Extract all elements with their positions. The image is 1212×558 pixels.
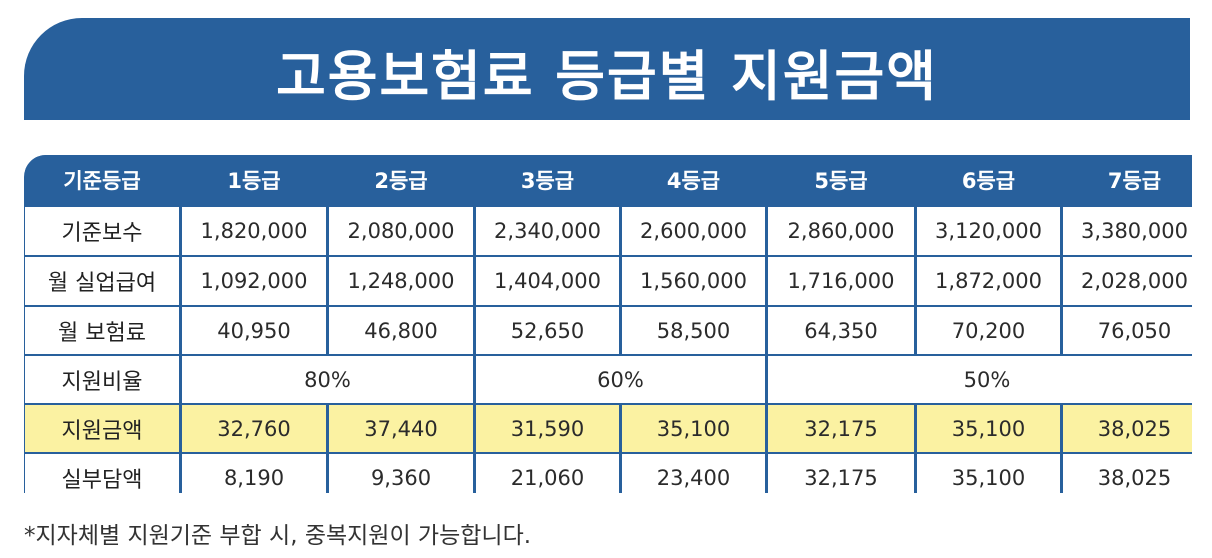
table-cell: 8,190 [182,454,326,493]
table-cell: 1,560,000 [622,257,765,305]
table-cell: 2,860,000 [768,207,914,255]
support-table-grid: 기준등급 1등급 2등급 3등급 4등급 5등급 6등급 7등급 기준보수 1,… [24,155,1192,493]
table-cell-highlight: 32,760 [182,405,326,452]
title-banner: 고용보험료 등급별 지원금액 [24,18,1190,120]
table-cell-highlight: 31,590 [476,405,619,452]
support-ratio-group-3: 50% [768,356,1192,403]
table-cell: 9,360 [329,454,473,493]
table-cell: 1,716,000 [768,257,914,305]
table-cell: 1,820,000 [182,207,326,255]
table-cell: 40,950 [182,307,326,354]
row-label-support-ratio: 지원비율 [25,356,179,403]
table-cell: 76,050 [1063,307,1192,354]
table-cell: 2,080,000 [329,207,473,255]
table-cell: 64,350 [768,307,914,354]
header-cell-grade-5: 5등급 [768,155,914,205]
row-label-monthly-premium: 월 보험료 [25,307,179,354]
table-cell: 2,028,000 [1063,257,1192,305]
row-label-support-amount: 지원금액 [25,405,179,452]
support-table: 기준등급 1등급 2등급 3등급 4등급 5등급 6등급 7등급 기준보수 1,… [24,155,1192,493]
header-cell-grade-7: 7등급 [1063,155,1192,205]
table-cell: 1,872,000 [917,257,1060,305]
table-cell: 38,025 [1063,454,1192,493]
table-cell: 58,500 [622,307,765,354]
footnote: *지자체별 지원기준 부합 시, 중복지원이 가능합니다. [24,523,532,549]
table-cell: 21,060 [476,454,619,493]
header-cell-grade-3: 3등급 [476,155,619,205]
table-cell: 1,404,000 [476,257,619,305]
table-cell: 1,248,000 [329,257,473,305]
table-cell: 3,380,000 [1063,207,1192,255]
row-label-actual-burden: 실부담액 [25,454,179,493]
row-label-base-pay: 기준보수 [25,207,179,255]
table-cell: 32,175 [768,454,914,493]
table-cell-highlight: 38,025 [1063,405,1192,452]
support-ratio-group-2: 60% [476,356,765,403]
header-cell-grade: 기준등급 [25,155,179,205]
table-cell-highlight: 35,100 [917,405,1060,452]
table-cell: 23,400 [622,454,765,493]
table-cell-highlight: 32,175 [768,405,914,452]
header-cell-grade-1: 1등급 [182,155,326,205]
table-cell: 3,120,000 [917,207,1060,255]
page-title: 고용보험료 등급별 지원금액 [276,44,938,108]
table-cell: 1,092,000 [182,257,326,305]
table-cell-highlight: 37,440 [329,405,473,452]
table-cell: 70,200 [917,307,1060,354]
table-cell: 2,340,000 [476,207,619,255]
support-ratio-group-1: 80% [182,356,473,403]
header-cell-grade-2: 2등급 [329,155,473,205]
table-cell: 52,650 [476,307,619,354]
table-cell: 35,100 [917,454,1060,493]
table-cell-highlight: 35,100 [622,405,765,452]
header-cell-grade-4: 4등급 [622,155,765,205]
table-cell: 46,800 [329,307,473,354]
table-cell: 2,600,000 [622,207,765,255]
header-cell-grade-6: 6등급 [917,155,1060,205]
row-label-monthly-unemployment-benefit: 월 실업급여 [25,257,179,305]
